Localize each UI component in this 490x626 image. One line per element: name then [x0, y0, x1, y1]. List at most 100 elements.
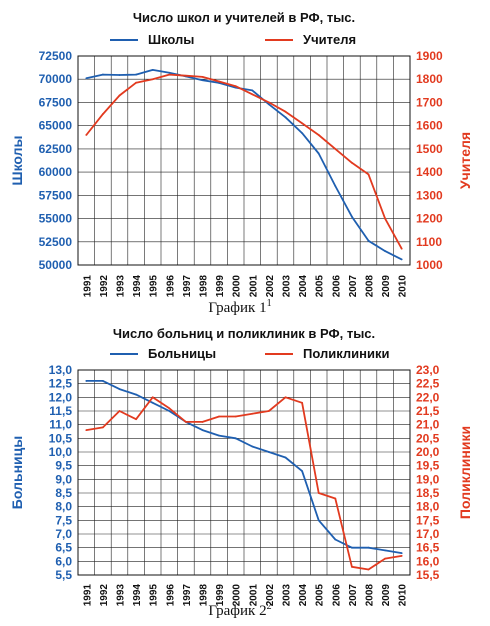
y-axis-label-right: Учителя — [457, 132, 473, 189]
data-point — [135, 73, 138, 76]
data-point — [185, 421, 187, 423]
chart-1: Число школ и учителей в РФ, тыс. Школы Учи… — [9, 10, 473, 316]
chart-title: Число больниц и поликлиник в РФ, тыс. — [113, 326, 375, 341]
xtick-label: 2009 — [381, 275, 392, 298]
ytick-right: 1400 — [416, 165, 443, 179]
ytick-right: 16,5 — [416, 541, 440, 555]
y-axis-label-left: Больницы — [9, 436, 25, 509]
caption-superscript: 1 — [267, 298, 272, 309]
xtick-label: 1996 — [165, 275, 176, 298]
ytick-left: 57500 — [39, 188, 73, 202]
ytick-right: 15,5 — [416, 568, 440, 582]
series-line-2 — [86, 396, 402, 571]
data-point — [367, 239, 370, 242]
data-point — [168, 73, 171, 76]
data-point — [268, 451, 270, 453]
xtick-label: 1993 — [116, 584, 127, 607]
data-point — [268, 101, 270, 104]
ytick-right: 1200 — [416, 212, 443, 226]
xtick-label: 2005 — [315, 584, 326, 607]
caption-text: График 2 — [208, 603, 266, 619]
data-point — [118, 74, 121, 76]
data-point — [151, 401, 154, 404]
data-point — [384, 217, 386, 220]
ytick-right: 1600 — [416, 119, 443, 133]
xtick-label: 2007 — [348, 584, 359, 607]
y-axis-label-left: Школы — [9, 136, 25, 186]
ytick-right: 20,0 — [416, 445, 440, 459]
xtick-label: 1991 — [82, 275, 93, 298]
xtick-label: 2000 — [232, 584, 243, 607]
data-point — [118, 94, 121, 97]
xtick-label: 2008 — [365, 275, 376, 298]
data-point — [301, 132, 303, 134]
xtick-label: 1999 — [215, 275, 226, 298]
xtick-label: 2002 — [265, 275, 276, 298]
ytick-left: 5,5 — [55, 568, 72, 582]
data-point — [151, 69, 154, 71]
data-point — [185, 74, 187, 77]
xtick-label: 1998 — [199, 275, 210, 298]
data-point — [284, 116, 287, 119]
xtick-label: 1998 — [199, 584, 210, 607]
data-point — [201, 76, 204, 78]
ytick-right: 1800 — [416, 72, 443, 86]
xtick-label: 1992 — [99, 275, 110, 298]
data-point — [218, 415, 221, 418]
ytick-left: 10,0 — [49, 445, 73, 459]
xtick-label: 2006 — [331, 584, 342, 607]
data-point — [351, 546, 353, 549]
ytick-right: 16,0 — [416, 554, 440, 568]
xtick-label: 2009 — [381, 584, 392, 607]
data-point — [102, 73, 104, 76]
data-point — [234, 85, 237, 88]
ytick-left: 70000 — [39, 72, 73, 86]
ytick-left: 6,5 — [55, 541, 72, 555]
ytick-right: 19,5 — [416, 459, 440, 473]
ytick-right: 18,0 — [416, 500, 440, 514]
data-point — [284, 456, 287, 459]
data-point — [135, 393, 138, 396]
data-point — [301, 470, 303, 473]
xtick-label: 2005 — [315, 275, 326, 298]
data-point — [201, 421, 204, 423]
caption-superscript: 2 — [267, 601, 272, 612]
series-line-2 — [85, 73, 403, 250]
chart-title: Число школ и учителей в РФ, тыс. — [133, 10, 355, 25]
ytick-right: 1700 — [416, 95, 443, 109]
data-point — [234, 437, 237, 440]
ytick-left: 7,5 — [55, 513, 72, 527]
ytick-right: 1300 — [416, 188, 443, 202]
ytick-left: 50000 — [39, 258, 73, 272]
xtick-label: 2004 — [298, 584, 309, 607]
data-point — [284, 396, 287, 399]
data-point — [317, 152, 320, 155]
data-point — [268, 410, 270, 412]
ytick-right: 22,5 — [416, 377, 440, 391]
data-point — [85, 429, 88, 432]
ytick-left: 9,5 — [55, 459, 72, 473]
ytick-left: 72500 — [39, 49, 73, 63]
data-point — [85, 380, 88, 382]
ytick-right: 22,0 — [416, 390, 440, 404]
data-point — [201, 79, 204, 82]
xtick-label: 2000 — [232, 275, 243, 298]
data-point — [218, 434, 221, 437]
ytick-right: 21,0 — [416, 418, 440, 432]
data-point — [367, 546, 370, 549]
data-point — [102, 380, 104, 382]
series-line-1 — [86, 69, 403, 261]
ytick-left: 13,0 — [49, 363, 73, 377]
ytick-right: 1100 — [416, 235, 442, 249]
xtick-label: 2004 — [298, 275, 309, 298]
data-point — [201, 429, 204, 432]
ytick-right: 20,5 — [416, 431, 440, 445]
data-point — [168, 407, 171, 410]
data-point — [268, 103, 270, 106]
plot-frame — [77, 55, 411, 266]
xtick-label: 2010 — [398, 584, 409, 607]
ytick-left: 65000 — [39, 119, 73, 133]
data-point — [317, 519, 320, 522]
data-point — [251, 445, 254, 448]
